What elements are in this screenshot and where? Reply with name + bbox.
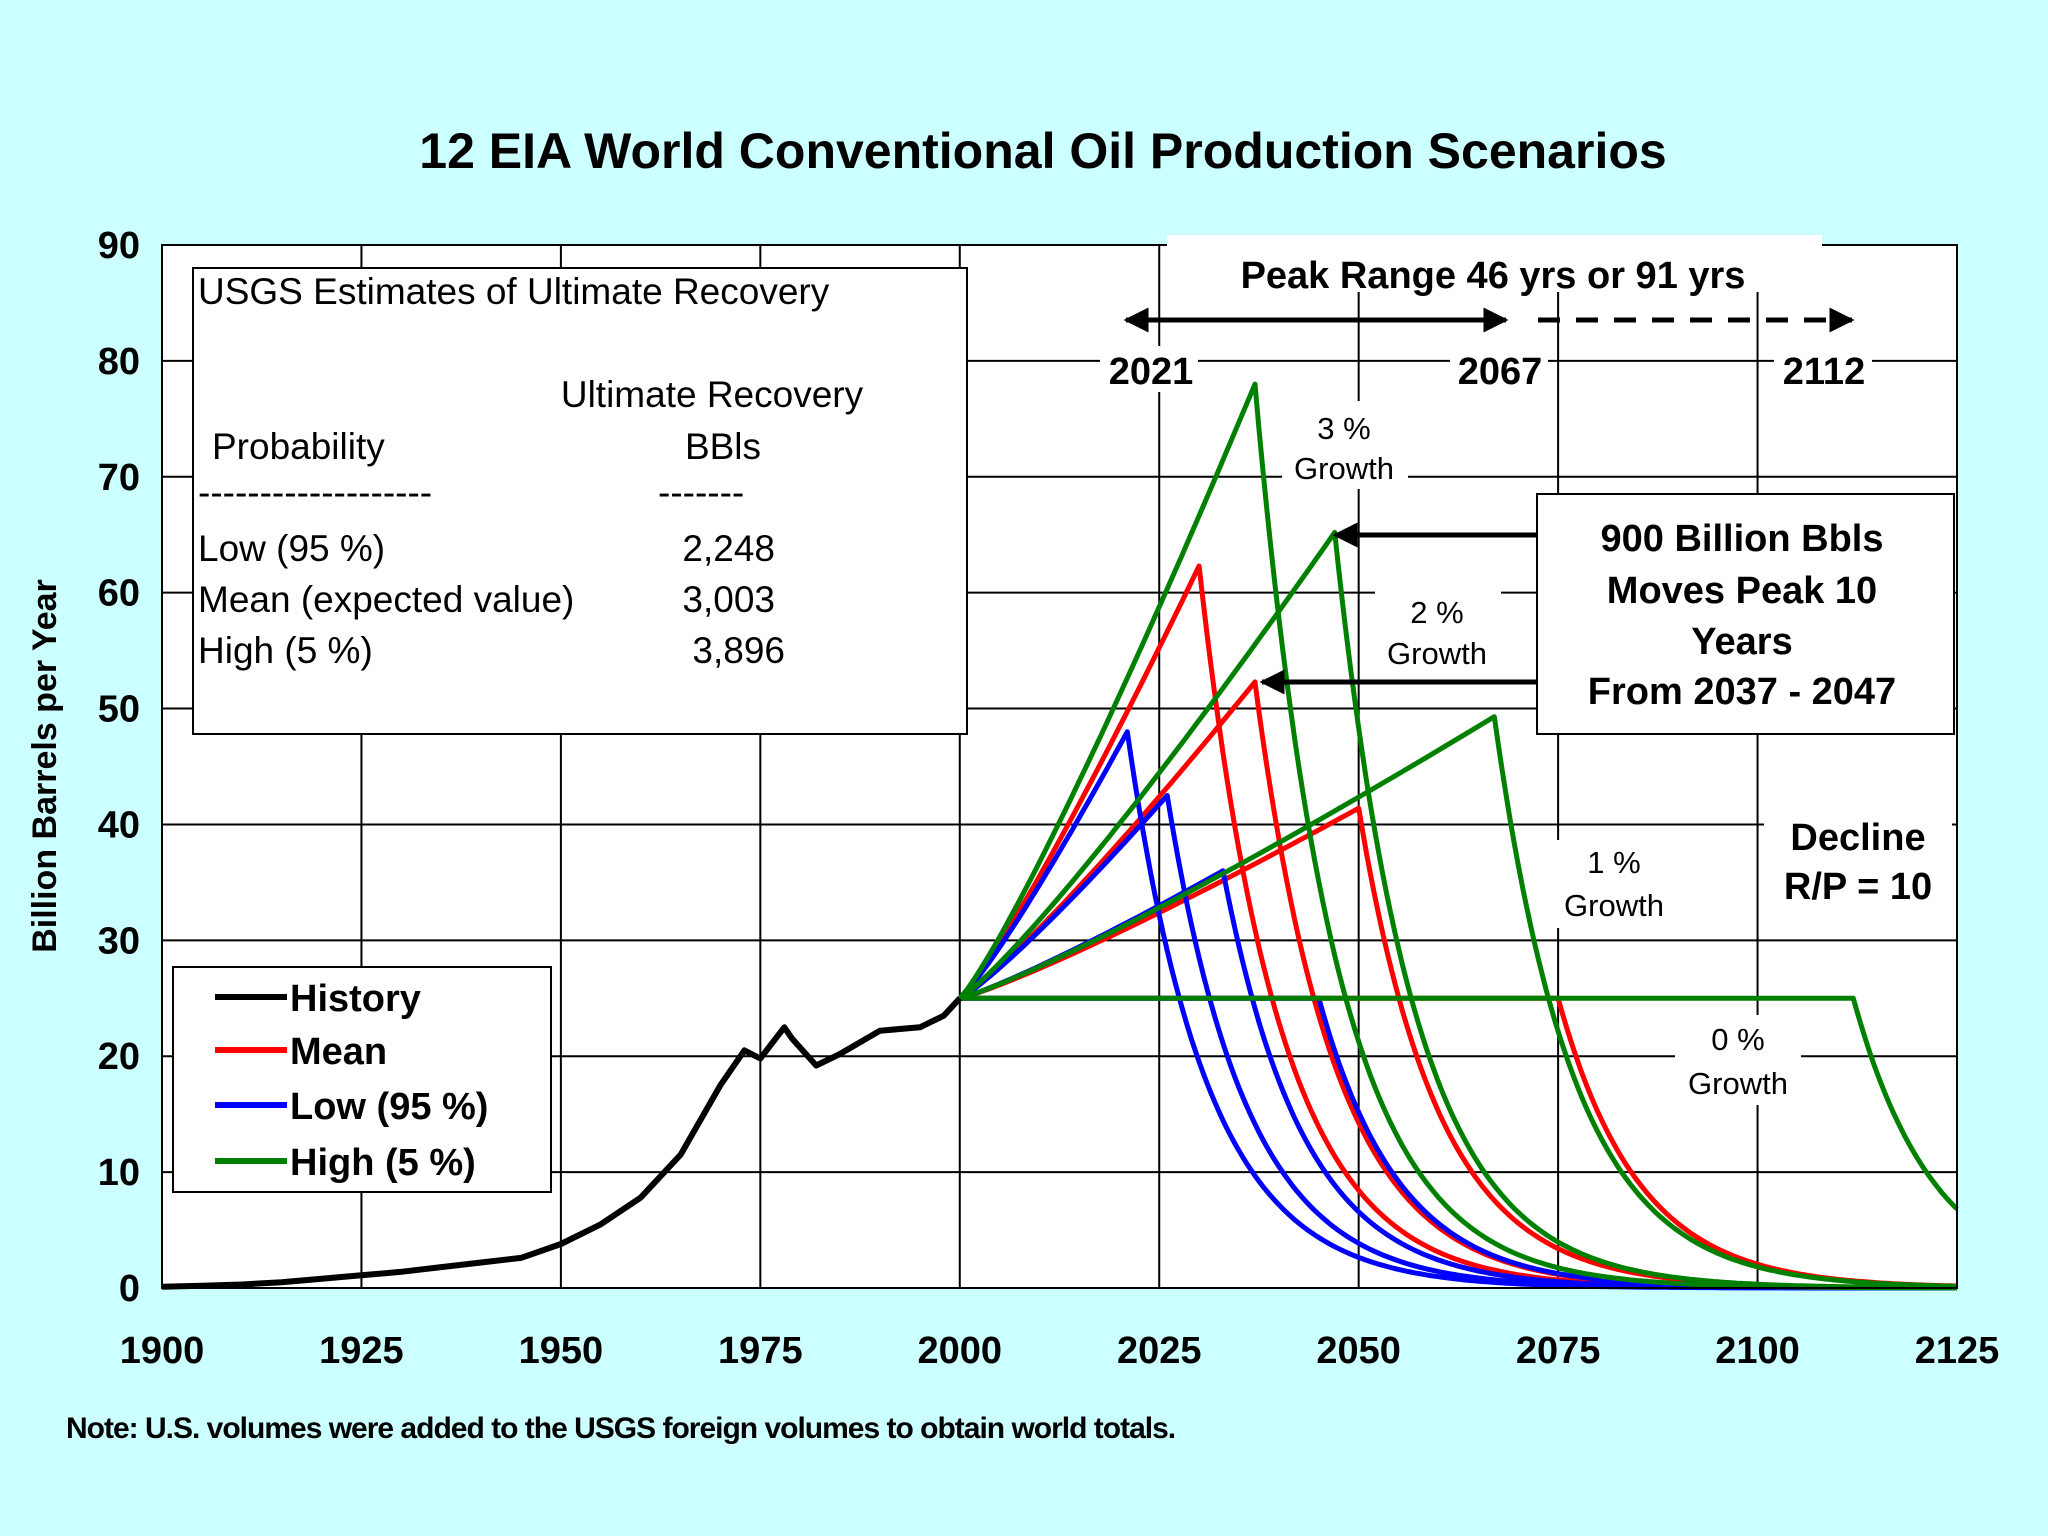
recovery-row-label: Low (95 %) — [198, 528, 385, 569]
growth-3-pct: 3 % — [1317, 411, 1370, 446]
y-tick-label: 80 — [98, 341, 140, 383]
x-tick-label: 2000 — [918, 1330, 1003, 1372]
recovery-row-label: Mean (expected value) — [198, 579, 574, 620]
x-tick-label: 2125 — [1915, 1330, 2000, 1372]
legend-label-low: Low (95 %) — [290, 1086, 488, 1128]
x-tick-label: 1925 — [319, 1330, 404, 1372]
recovery-col1-header: Probability — [212, 426, 385, 467]
growth-label-bg — [1675, 1015, 1801, 1105]
x-tick-label: 2100 — [1715, 1330, 1800, 1372]
recovery-row-value: 3,896 — [692, 630, 785, 671]
y-tick-label: 30 — [98, 920, 140, 962]
callout-line: Years — [1691, 621, 1792, 663]
recovery-col2-header-1: Ultimate Recovery — [561, 374, 864, 415]
footnote: Note: U.S. volumes were added to the USG… — [66, 1412, 1175, 1445]
y-tick-label: 70 — [98, 457, 140, 499]
recovery-row-label: High (5 %) — [198, 630, 373, 671]
growth-label-bg — [1550, 840, 1676, 928]
y-axis-tick-labels: 0 10 20 30 40 50 60 70 80 90 — [98, 225, 140, 1310]
callout: 900 Billion Bbls Moves Peak 10 Years Fro… — [1259, 493, 1955, 735]
legend-frame — [172, 966, 552, 1193]
peak-year-bg — [1100, 346, 1198, 392]
x-tick-label: 1975 — [718, 1330, 803, 1372]
scenario-line — [959, 995, 1959, 1211]
recovery-box-frame — [192, 267, 968, 735]
decline-annotation: Decline R/P = 10 — [1764, 814, 1952, 914]
y-tick-label: 60 — [98, 573, 140, 615]
peak-year-label: 2067 — [1458, 351, 1543, 393]
peak-year-bg — [1450, 346, 1548, 392]
growth-2-pct: 2 % — [1410, 595, 1463, 630]
peak-range-label-bg — [1167, 235, 1822, 292]
callout-line: Moves Peak 10 — [1607, 570, 1877, 612]
growth-1-pct: 1 % — [1587, 845, 1640, 880]
peak-year-label: 2112 — [1783, 351, 1865, 393]
recovery-col2-rule: ------- — [658, 472, 744, 513]
recovery-col2-header-2: BBls — [685, 426, 761, 467]
decline-bg — [1764, 814, 1952, 914]
growth-3-word: Growth — [1294, 451, 1394, 486]
history-line — [161, 996, 963, 1290]
decline-label: Decline — [1790, 817, 1925, 859]
recovery-col1-rule: ------------------- — [198, 472, 432, 513]
callout-box — [1536, 493, 1955, 735]
plot-frame — [161, 244, 1958, 1289]
callout-line: From 2037 - 2047 — [1588, 671, 1896, 713]
peak-range: Peak Range 46 yrs or 91 yrs 2021 2067 21… — [1100, 235, 1872, 393]
recovery-box-title: USGS Estimates of Ultimate Recovery — [198, 271, 830, 312]
recovery-box: USGS Estimates of Ultimate Recovery Ulti… — [192, 267, 968, 735]
growth-0-word: Growth — [1688, 1066, 1788, 1101]
recovery-row-value: 2,248 — [682, 528, 775, 569]
y-axis-label: Billion Barrels per Year — [26, 579, 64, 953]
growth-labels: 3 % Growth 2 % Growth 1 % Growth 0 % Gro… — [1282, 401, 1801, 1105]
y-tick-label: 90 — [98, 225, 140, 267]
legend-label-mean: Mean — [290, 1031, 387, 1073]
callout-line: 900 Billion Bbls — [1601, 518, 1884, 560]
growth-0-pct: 0 % — [1711, 1022, 1764, 1057]
x-axis-tick-labels: 1900 1925 1950 1975 2000 2025 2050 2075 … — [120, 1330, 2000, 1372]
y-tick-label: 40 — [98, 804, 140, 846]
y-tick-label: 10 — [98, 1152, 140, 1194]
legend: History Mean Low (95 %) High (5 %) — [172, 966, 552, 1193]
growth-1-word: Growth — [1564, 888, 1664, 923]
decline-rp-label: R/P = 10 — [1784, 866, 1932, 908]
peak-range-label: Peak Range 46 yrs or 91 yrs — [1241, 255, 1746, 297]
x-tick-label: 1900 — [120, 1330, 205, 1372]
y-tick-label: 50 — [98, 689, 140, 731]
growth-label-bg — [1375, 587, 1501, 675]
y-tick-label: 20 — [98, 1036, 140, 1078]
x-tick-label: 1950 — [519, 1330, 604, 1372]
legend-label-history: History — [290, 978, 421, 1020]
growth-label-bg — [1282, 401, 1408, 489]
x-tick-label: 2075 — [1516, 1330, 1601, 1372]
peak-year-label: 2021 — [1109, 351, 1194, 393]
legend-label-high: High (5 %) — [290, 1142, 476, 1184]
y-tick-label: 0 — [119, 1268, 140, 1310]
peak-year-bg — [1774, 346, 1872, 392]
x-tick-label: 2050 — [1316, 1330, 1401, 1372]
chart-title: 12 EIA World Conventional Oil Production… — [419, 123, 1666, 179]
recovery-row-value: 3,003 — [682, 579, 775, 620]
growth-2-word: Growth — [1387, 636, 1487, 671]
x-tick-label: 2025 — [1117, 1330, 1202, 1372]
